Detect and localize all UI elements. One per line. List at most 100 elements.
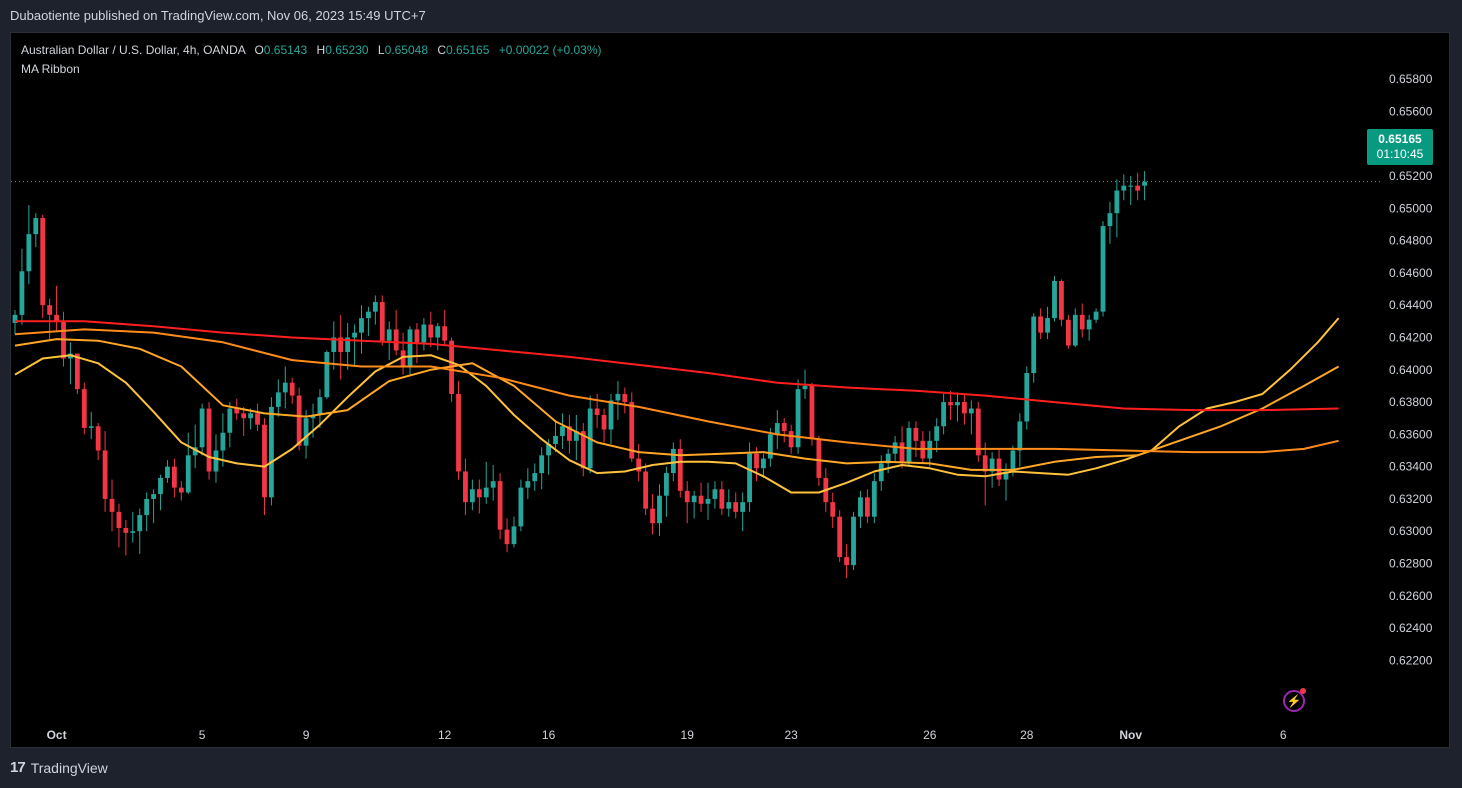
candle-body	[670, 448, 676, 474]
candle-body	[948, 402, 953, 406]
ma-line	[14, 328, 1339, 454]
candle-body	[691, 495, 697, 503]
candle-body	[809, 385, 815, 440]
published-text: Dubaotiente published on TradingView.com…	[10, 8, 426, 23]
candle-body	[435, 326, 441, 338]
candle-body	[788, 431, 794, 448]
candle-body	[102, 450, 108, 499]
candle-body	[885, 453, 891, 464]
candle-body	[553, 435, 558, 445]
y-tick-label: 0.63400	[1389, 460, 1433, 474]
candle-body	[601, 414, 607, 430]
candle-body	[213, 450, 219, 472]
candle-body	[795, 389, 801, 448]
candle-body	[206, 408, 212, 472]
candle-body	[1031, 316, 1037, 373]
candle-body	[677, 448, 683, 491]
candle-body	[220, 432, 226, 451]
candle-body	[962, 402, 967, 414]
indicator-title[interactable]: MA Ribbon	[21, 62, 80, 76]
candle-body	[774, 423, 780, 435]
candle-body	[573, 431, 579, 441]
candle-body	[539, 455, 545, 474]
candle-body	[54, 314, 59, 322]
candle-body	[456, 393, 461, 472]
chart-frame[interactable]: 0.658000.656000.654000.652000.650000.648…	[10, 32, 1450, 748]
candle-body	[476, 489, 482, 498]
candle-body	[705, 498, 711, 504]
candle-body	[310, 414, 316, 419]
notification-dot	[1300, 688, 1306, 694]
candle-body	[158, 477, 163, 495]
chart-legend: Australian Dollar / U.S. Dollar, 4h, OAN…	[21, 41, 602, 79]
candle-body	[303, 418, 309, 446]
candle-body	[629, 402, 635, 459]
y-tick-label: 0.64000	[1389, 363, 1433, 377]
candle-body	[761, 458, 766, 469]
candle-body	[317, 397, 323, 415]
candle-body	[255, 413, 260, 425]
flash-icon[interactable]: ⚡	[1283, 688, 1306, 712]
y-tick-label: 0.65000	[1389, 201, 1433, 215]
candle-body	[366, 311, 371, 319]
candle-body	[130, 531, 136, 533]
candle-body	[1128, 185, 1134, 187]
candle-body	[26, 234, 32, 272]
candle-body	[858, 497, 863, 517]
candle-body	[747, 453, 752, 503]
candle-body	[511, 526, 517, 545]
y-tick-label: 0.62800	[1389, 557, 1433, 571]
candle-body	[324, 352, 330, 398]
y-tick-label: 0.64800	[1389, 234, 1433, 248]
candle-body	[594, 408, 600, 415]
candle-body	[726, 502, 732, 509]
candle-body	[1059, 280, 1064, 320]
candle-body	[989, 458, 995, 472]
candle-body	[33, 218, 39, 235]
tradingview-logo-icon: 17	[10, 759, 26, 776]
y-tick-label: 0.64600	[1389, 266, 1433, 280]
symbol-title[interactable]: Australian Dollar / U.S. Dollar, 4h, OAN…	[21, 43, 246, 57]
candle-body	[1114, 190, 1120, 214]
price-chart[interactable]: 0.658000.656000.654000.652000.650000.648…	[11, 33, 1449, 747]
candle-body	[892, 442, 898, 454]
candle-body	[851, 516, 856, 566]
footer: 17 TradingView	[10, 752, 108, 784]
ma-line	[15, 320, 1339, 412]
candle-body	[12, 314, 18, 323]
candle-body	[1135, 185, 1141, 191]
candle-body	[81, 389, 87, 428]
candle-body	[165, 466, 170, 478]
y-tick-label: 0.63600	[1389, 427, 1433, 441]
y-tick-label: 0.65200	[1389, 169, 1433, 183]
candle-body	[1010, 450, 1016, 472]
candle-body	[525, 481, 531, 488]
high-value: 0.65230	[325, 43, 369, 57]
candle-body	[546, 444, 552, 456]
candle-body	[248, 413, 254, 419]
candle-body	[144, 498, 150, 516]
symbol-legend-row: Australian Dollar / U.S. Dollar, 4h, OAN…	[21, 41, 602, 60]
candle-body	[338, 337, 344, 353]
candle-body	[331, 337, 337, 353]
candle-body	[560, 426, 565, 436]
y-tick-label: 0.64200	[1389, 330, 1433, 344]
candle-body	[580, 431, 586, 469]
candle-body	[684, 490, 690, 503]
x-tick-label: 5	[199, 728, 206, 742]
x-tick-label: 9	[303, 728, 310, 742]
candle-body	[1045, 318, 1050, 333]
footer-brand[interactable]: TradingView	[30, 760, 108, 776]
candle-body	[414, 329, 420, 343]
candle-body	[1072, 314, 1078, 346]
candle-body	[878, 463, 884, 482]
candle-body	[227, 408, 233, 433]
candle-body	[532, 473, 538, 482]
candle-body	[178, 487, 184, 493]
candle-body	[802, 385, 808, 390]
y-tick-label: 0.63000	[1389, 524, 1433, 538]
candle-body	[712, 489, 718, 499]
open-value: 0.65143	[263, 43, 308, 57]
y-tick-label: 0.62200	[1389, 653, 1433, 667]
x-tick-label: Nov	[1119, 728, 1142, 742]
